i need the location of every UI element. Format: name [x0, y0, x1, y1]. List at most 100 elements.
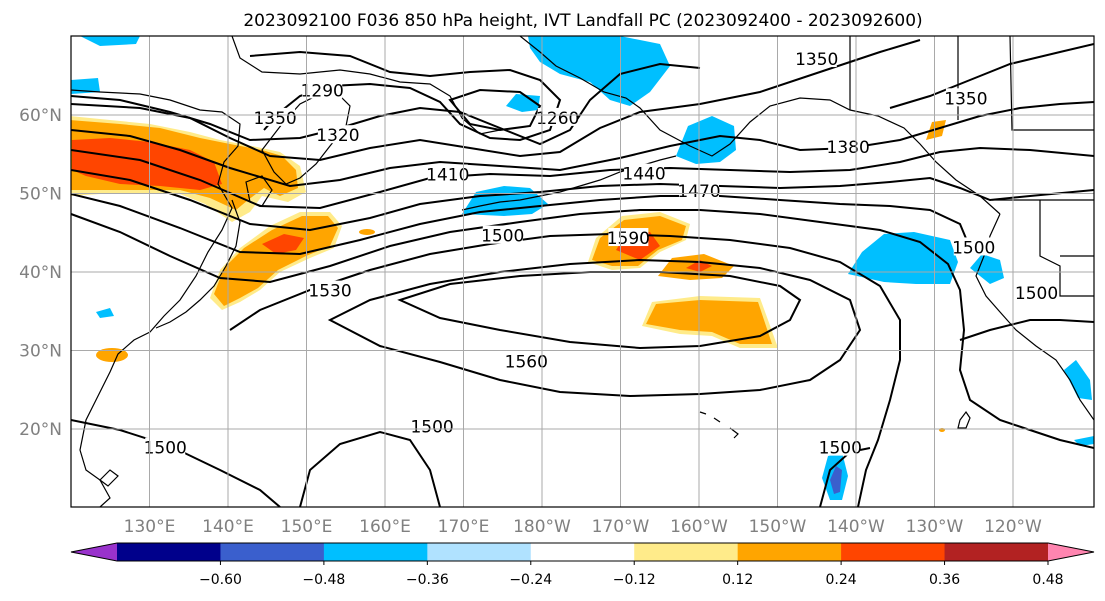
ivt-neg-california — [970, 254, 1004, 284]
lat-tick-label: 40°N — [19, 263, 62, 283]
lon-tick-label: 150°W — [749, 517, 807, 537]
contour-1500-se — [959, 319, 1094, 341]
contour-label: 1350 — [253, 109, 296, 129]
coast-alaska — [519, 36, 1001, 215]
lat-tick-label: 20°N — [19, 420, 62, 440]
contour-label: 1560 — [505, 352, 548, 372]
contour-1560 — [327, 258, 862, 398]
contour-label-bg — [624, 163, 665, 182]
lon-tick-label: 180°W — [513, 517, 571, 537]
lon-tick-label: 150°E — [281, 517, 333, 537]
map-frame — [70, 35, 1095, 508]
colorbar-tick-label: −0.12 — [613, 572, 656, 588]
contour-label-bg — [310, 280, 351, 299]
colorbar-tick-label: −0.60 — [199, 572, 242, 588]
ivt-spot-2 — [359, 229, 375, 235]
contour-label: 1380 — [827, 138, 870, 158]
contour-1590 — [397, 271, 802, 350]
ivt-neg-small-1 — [506, 94, 540, 112]
contour-label-bg — [427, 164, 468, 183]
lon-tick-label: 170°E — [438, 517, 490, 537]
lon-tick-label: 140°E — [202, 517, 254, 537]
contour-1530 — [229, 232, 901, 507]
coast-japan — [155, 199, 241, 329]
contour-1470 — [71, 193, 971, 256]
lon-tick-label: 160°W — [670, 517, 728, 537]
colorbar-bin — [220, 543, 325, 561]
contour-label-bg — [796, 49, 837, 68]
contour-label: 1500 — [819, 439, 862, 459]
lat-tick-label: 50°N — [19, 185, 62, 205]
ivt-neg-mexico — [1064, 360, 1092, 400]
colorbar: −0.60 −0.48 −0.36 −0.24 −0.12 0.12 0.24 0.36 0.4… — [70, 542, 1095, 588]
contour-label-bg — [412, 416, 453, 435]
contour-label-bg — [828, 136, 869, 155]
ivt-region-japan-red — [262, 234, 304, 254]
contour-label-bg — [482, 225, 523, 244]
colorbar-extend-low — [71, 543, 117, 561]
contour-label: 1500 — [952, 238, 995, 258]
ivt-neg-northeast-pacific — [848, 232, 958, 284]
colorbar-outline — [70, 542, 1095, 562]
contour-1350-east — [889, 43, 1094, 109]
lon-tick-label: 130°E — [124, 517, 176, 537]
colorbar-bin — [427, 543, 532, 561]
contour-label-bg — [317, 125, 358, 144]
contour-label: 1320 — [316, 126, 359, 146]
ivt-neg-topleft — [80, 36, 140, 46]
island-east — [957, 410, 971, 429]
contour-1500-south — [71, 419, 281, 507]
contour-1350 — [71, 39, 921, 162]
ivt-region-east-pacific-orange — [646, 300, 772, 344]
ivt-neg-small-2 — [96, 308, 114, 318]
contour-label: 1440 — [622, 165, 665, 185]
lon-tick-label: 170°W — [592, 517, 650, 537]
height-contours — [71, 39, 1094, 507]
lon-tick-label: 140°W — [827, 517, 885, 537]
contour-label-bg — [953, 237, 994, 256]
contour-label: 1290 — [301, 81, 344, 101]
figure-title: 2023092100 F036 850 hPa height, IVT Land… — [243, 11, 922, 31]
colorbar-tick-label: 0.12 — [722, 572, 753, 588]
colorbar-bin — [841, 543, 946, 561]
hawaii — [699, 411, 739, 439]
ivt-neg-alaska-south — [676, 116, 736, 164]
contour-label: 1500 — [144, 439, 187, 459]
colorbar-tick-label: −0.36 — [406, 572, 449, 588]
contour-label-bg — [255, 107, 296, 126]
border-states — [1039, 200, 1094, 297]
colorbar-extend-high — [1048, 543, 1094, 561]
lon-tick-label: 130°W — [906, 517, 964, 537]
contour-label: 1590 — [607, 229, 650, 249]
colorbar-tick-label: −0.24 — [509, 572, 552, 588]
latitude-labels: 60°N 50°N 40°N 30°N 20°N — [19, 106, 62, 440]
contour-label-bg — [820, 437, 861, 456]
colorbar-bin — [117, 543, 221, 561]
coast-asia — [71, 89, 241, 507]
lat-tick-label: 30°N — [19, 342, 62, 362]
lon-tick-label: 120°W — [984, 517, 1042, 537]
contour-label-bg — [145, 437, 186, 456]
islands-west — [99, 469, 119, 487]
contour-label-bg — [1016, 282, 1057, 301]
contour-label: 1500 — [481, 227, 524, 247]
contour-label-bg — [945, 88, 986, 107]
colorbar-tick-label: 0.36 — [929, 572, 960, 588]
contour-label: 1260 — [536, 109, 579, 129]
colorbar-bin — [737, 543, 842, 561]
contour-1380 — [71, 101, 1094, 188]
contour-1500-north — [71, 209, 1094, 449]
colorbar-tick-label: −0.48 — [302, 572, 345, 588]
contour-1440 — [71, 169, 1094, 232]
lat-tick-label: 60°N — [19, 106, 62, 126]
contour-label: 1350 — [795, 50, 838, 70]
coastlines — [71, 36, 1094, 507]
colorbar-bin — [530, 543, 635, 561]
contour-label: 1350 — [944, 89, 987, 109]
colorbar-bin — [944, 543, 1049, 561]
colorbar-bin — [323, 543, 428, 561]
ivt-neg-bering — [528, 36, 670, 106]
contour-1410 — [71, 146, 1094, 210]
